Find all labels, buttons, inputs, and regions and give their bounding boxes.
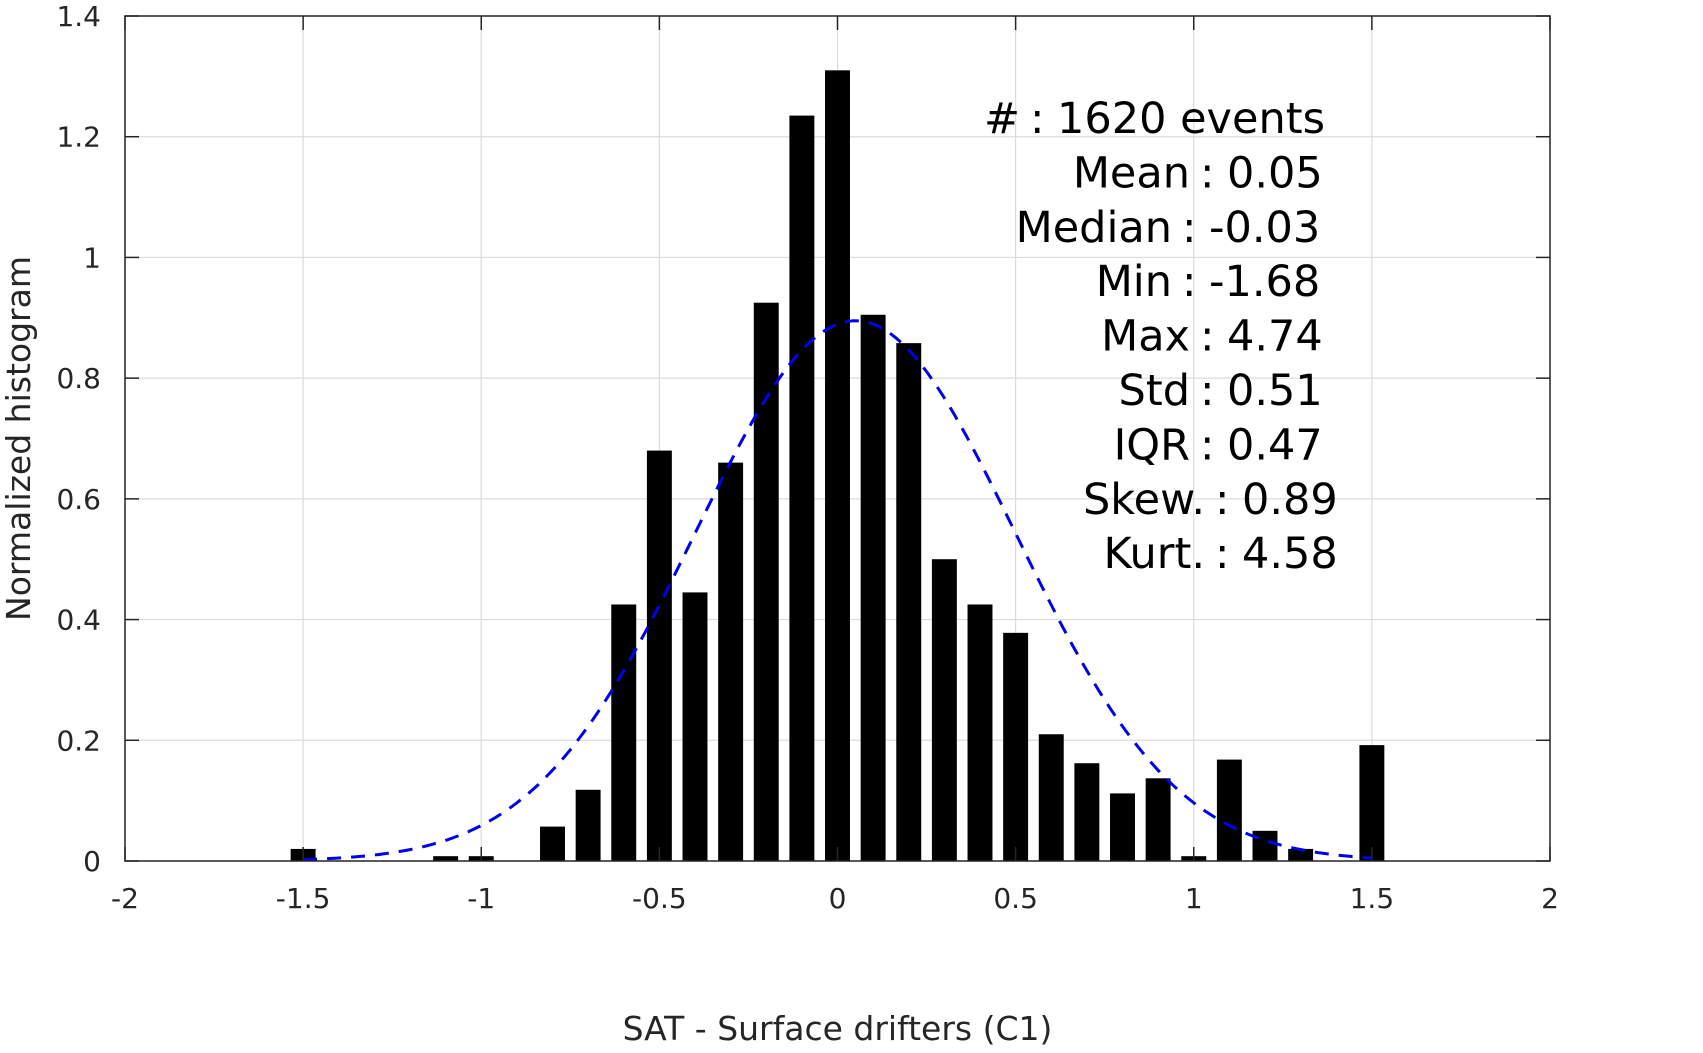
histogram-bar bbox=[1359, 745, 1385, 861]
y-tick-label: 0.2 bbox=[56, 724, 101, 757]
y-tick-label: 0 bbox=[83, 845, 101, 878]
histogram-bar bbox=[753, 302, 779, 862]
histogram-bar bbox=[931, 559, 957, 861]
stat-value: 4.58 bbox=[1242, 529, 1338, 579]
histogram-bar bbox=[1074, 763, 1100, 861]
histogram-bar bbox=[611, 604, 637, 861]
stat-colon: : bbox=[1200, 148, 1215, 198]
histogram-bar bbox=[1110, 793, 1135, 861]
stat-label: Kurt. bbox=[1103, 529, 1205, 579]
histogram-bar bbox=[682, 592, 708, 861]
stat-row: Min: -1.68 bbox=[1096, 257, 1321, 307]
stat-value: 0.89 bbox=[1242, 475, 1338, 525]
stat-label: Std bbox=[1119, 366, 1190, 416]
histogram-bar bbox=[646, 450, 672, 861]
stat-row: # :1620 events bbox=[984, 94, 1325, 144]
stat-label: Mean bbox=[1073, 148, 1190, 198]
stat-value: 0.51 bbox=[1227, 366, 1323, 416]
stat-value: 4.74 bbox=[1227, 312, 1323, 362]
histogram-bar bbox=[1252, 830, 1278, 861]
stat-label: Median bbox=[1016, 203, 1172, 253]
histogram-bars bbox=[290, 70, 1385, 862]
stat-label: Skew. bbox=[1083, 475, 1205, 525]
stat-label: IQR bbox=[1114, 420, 1190, 470]
x-tick-label: -1.5 bbox=[276, 882, 331, 915]
histogram-bar bbox=[967, 604, 993, 861]
stat-row: Skew.:0.89 bbox=[1083, 475, 1338, 525]
stat-label: # bbox=[984, 94, 1020, 144]
stat-row: Max:4.74 bbox=[1101, 312, 1323, 362]
stat-value: 1620 events bbox=[1057, 94, 1325, 144]
histogram-bar bbox=[789, 115, 815, 861]
normal-fit-curve bbox=[303, 319, 1372, 862]
x-axis-label: SAT - Surface drifters (C1) bbox=[623, 1009, 1053, 1048]
x-tick-label: -0.5 bbox=[632, 882, 687, 915]
y-tick-label: 0.4 bbox=[56, 604, 101, 637]
stat-colon: : bbox=[1030, 94, 1045, 144]
histogram-bar bbox=[1003, 632, 1029, 861]
histogram-bar bbox=[896, 343, 922, 861]
histogram-bar bbox=[1288, 848, 1314, 861]
y-tick-label: 0.6 bbox=[56, 483, 101, 516]
stat-colon: : bbox=[1200, 420, 1215, 470]
y-tick-label: 1.2 bbox=[56, 121, 101, 154]
stat-label: Max bbox=[1101, 312, 1190, 362]
y-tick-label: 1.4 bbox=[56, 0, 101, 33]
histogram-bar bbox=[1216, 759, 1242, 861]
histogram-bar bbox=[540, 826, 565, 861]
stat-row: Std:0.51 bbox=[1119, 366, 1323, 416]
y-axis-label: Normalized histogram bbox=[0, 256, 38, 621]
x-tick-labels: -2 -1.5 -1 -0.5 0 0.5 1 1.5 2 bbox=[111, 882, 1559, 915]
stat-label: Min bbox=[1096, 257, 1172, 307]
stat-row: Median: -0.03 bbox=[1016, 203, 1321, 253]
stat-value: -0.03 bbox=[1209, 203, 1320, 253]
x-tick-label: 0.5 bbox=[993, 882, 1038, 915]
x-tick-label: 1 bbox=[1185, 882, 1203, 915]
stat-value: -1.68 bbox=[1209, 257, 1320, 307]
stat-colon: : bbox=[1182, 257, 1197, 307]
histogram-bar bbox=[718, 462, 744, 861]
stat-value: 0.05 bbox=[1227, 148, 1323, 198]
histogram-bar bbox=[825, 70, 850, 862]
histogram-bar bbox=[1145, 778, 1171, 861]
stat-colon: : bbox=[1200, 312, 1215, 362]
x-tick-label: -1 bbox=[467, 882, 495, 915]
histogram-bar bbox=[575, 789, 601, 861]
x-tick-label: 0 bbox=[829, 882, 847, 915]
histogram-bar bbox=[860, 314, 886, 862]
y-tick-label: 1 bbox=[83, 241, 101, 274]
axis-ticks bbox=[124, 15, 1551, 862]
histogram-bar bbox=[1038, 734, 1064, 861]
stat-row: Mean:0.05 bbox=[1073, 148, 1323, 198]
stat-colon: : bbox=[1200, 366, 1215, 416]
histogram-bar bbox=[433, 856, 459, 861]
stat-colon: : bbox=[1182, 203, 1197, 253]
y-tick-label: 0.8 bbox=[56, 362, 101, 395]
stat-row: IQR:0.47 bbox=[1114, 420, 1323, 470]
x-tick-label: -2 bbox=[111, 882, 139, 915]
stat-value: 0.47 bbox=[1227, 420, 1323, 470]
y-tick-labels: 0 0.2 0.4 0.6 0.8 1 1.2 1.4 bbox=[56, 0, 101, 878]
stat-colon: : bbox=[1215, 529, 1230, 579]
stat-row: Kurt.:4.58 bbox=[1103, 529, 1337, 579]
x-tick-label: 2 bbox=[1541, 882, 1559, 915]
stat-colon: : bbox=[1215, 475, 1230, 525]
x-tick-label: 1.5 bbox=[1350, 882, 1395, 915]
